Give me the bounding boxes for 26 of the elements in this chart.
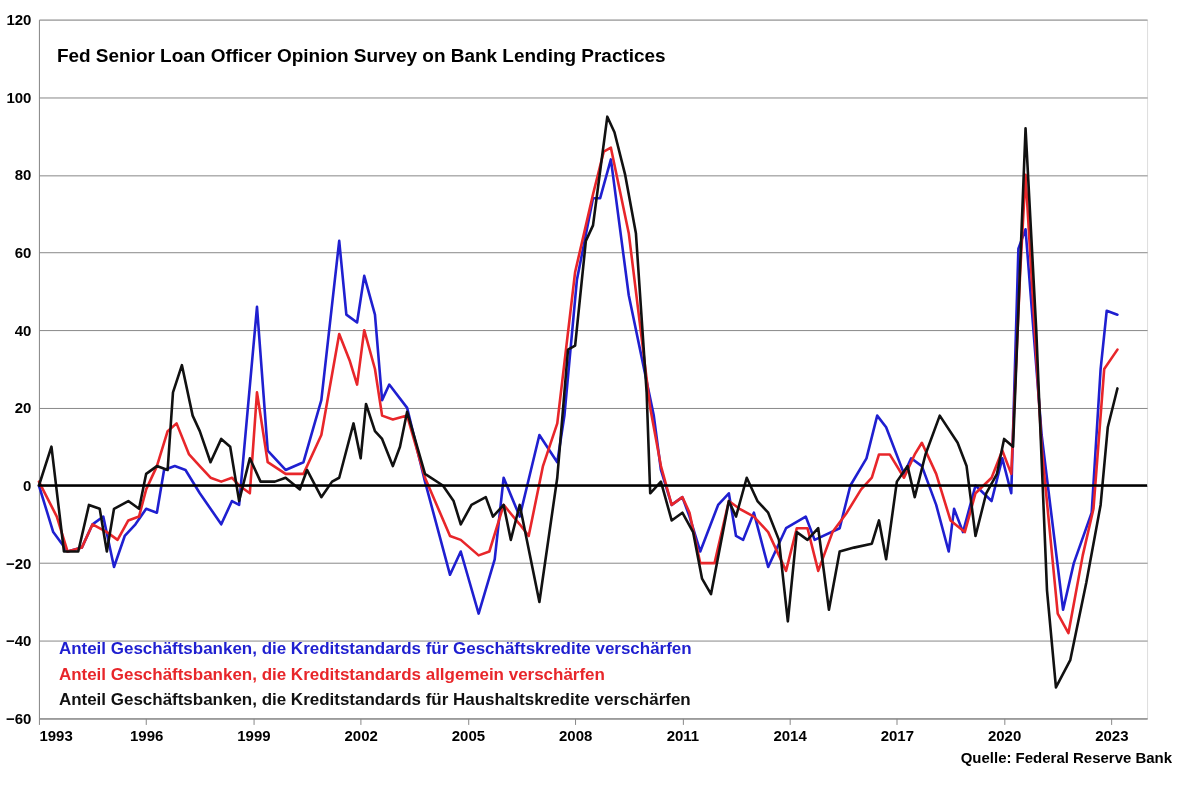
text: Fed Senior Loan Officer Opinion Survey on Bank Lending Practices [56, 44, 666, 66]
text: Anteil Geschäftsbanken, die Kreditstandards für Geschäftskredite verschärfen [58, 638, 692, 658]
text: Anteil Geschäftsbanken, die Kreditstandards für Haushaltskredite verschärfen [58, 690, 691, 710]
x-tick-label: 2020 [987, 726, 1022, 744]
y-tick-label: 60 [14, 244, 32, 262]
x-tick-label: 1999 [237, 726, 271, 744]
x-tick-label: 2014 [773, 726, 808, 744]
x-tick-label: 1996 [130, 726, 164, 744]
y-tick-label: −40 [6, 632, 32, 650]
y-tick-label: 20 [14, 399, 32, 417]
y-tick-label: 120 [6, 11, 32, 29]
y-tick-label: −20 [6, 554, 32, 572]
y-tick-label: 100 [6, 88, 32, 106]
y-tick-label: 0 [23, 476, 32, 494]
text: Anteil Geschäftsbanken, die Kreditstandards allgemein verschärfen [58, 664, 605, 684]
y-tick-label: 80 [14, 166, 32, 184]
x-tick-label: 2002 [344, 726, 378, 744]
x-tick-label: 2017 [880, 726, 915, 744]
y-tick-label: −60 [6, 709, 32, 727]
x-tick-label: 2023 [1095, 726, 1129, 744]
x-tick-label: 2008 [558, 726, 593, 744]
y-tick-label: 40 [14, 321, 32, 339]
source-note: Quelle: Federal Reserve Bank [960, 749, 1173, 767]
x-tick-label: 2005 [451, 726, 486, 744]
x-tick-label: 1993 [39, 726, 73, 744]
x-tick-label: 2011 [666, 726, 700, 744]
